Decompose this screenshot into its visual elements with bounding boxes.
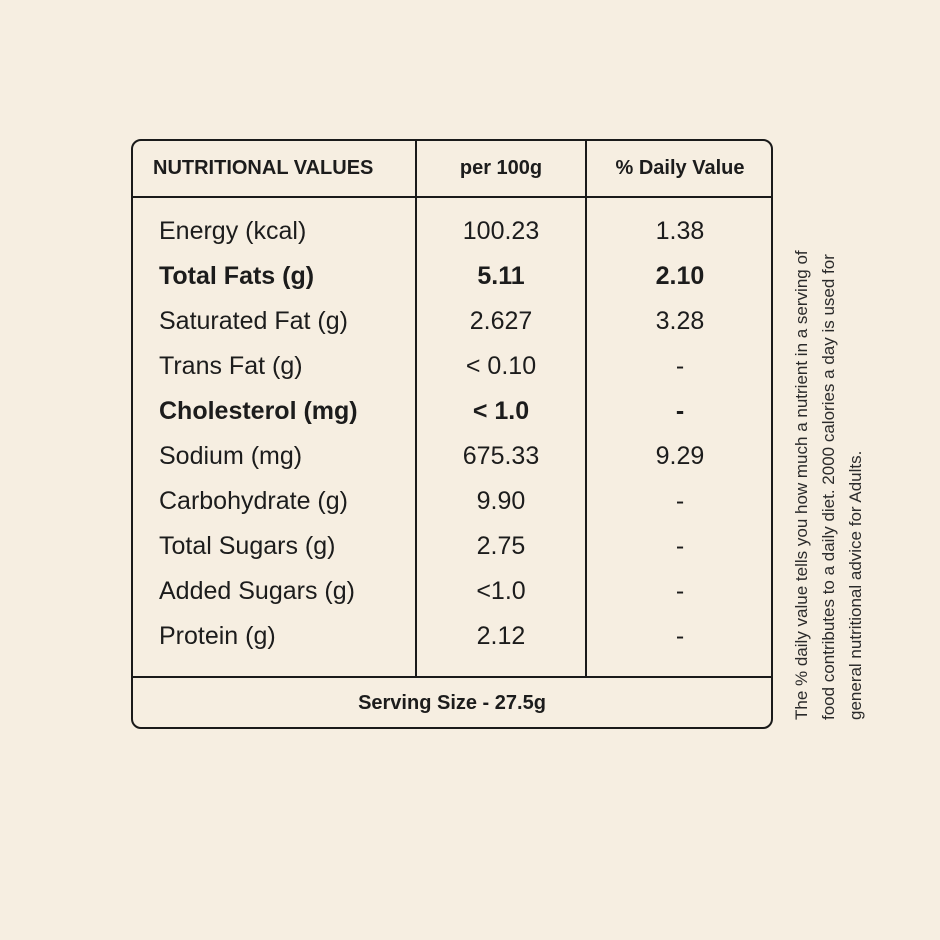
per-100g-value: 5.11: [477, 262, 525, 290]
footnote-line: general nutritional advice for Adults.: [846, 450, 865, 720]
column-divider: [415, 141, 417, 676]
table-row: Protein (g) 2.12 -: [133, 614, 771, 659]
daily-value: -: [675, 352, 685, 380]
per-100g-value: 2.75: [476, 532, 526, 560]
daily-value-footnote: The % daily value tells you how much a n…: [788, 180, 869, 720]
daily-value: 3.28: [655, 307, 705, 335]
nutrient-name: Saturated Fat (g): [159, 307, 348, 335]
nutrient-name: Sodium (mg): [159, 442, 303, 470]
nutrient-name: Energy (kcal): [159, 217, 307, 245]
footnote-line: food contributes to a daily diet. 2000 c…: [819, 254, 838, 720]
daily-value: -: [675, 397, 685, 425]
header-daily-value: % Daily Value: [615, 157, 745, 179]
daily-value: -: [675, 577, 685, 605]
daily-value: -: [675, 532, 685, 560]
table-body: Energy (kcal) 100.23 1.38 Total Fats (g)…: [133, 209, 771, 659]
daily-value: -: [675, 622, 685, 650]
nutrient-name: Protein (g): [159, 622, 276, 650]
per-100g-value: 100.23: [462, 217, 540, 245]
footnote-line: The % daily value tells you how much a n…: [792, 250, 811, 720]
nutrient-name: Total Fats (g): [159, 262, 315, 290]
header-divider: [133, 196, 771, 198]
nutrient-name: Total Sugars (g): [159, 532, 336, 560]
table-row: Saturated Fat (g) 2.627 3.28: [133, 299, 771, 344]
per-100g-value: <1.0: [476, 577, 526, 605]
daily-value: -: [675, 487, 685, 515]
table-row: Cholesterol (mg) < 1.0 -: [133, 389, 771, 434]
footer-divider: [133, 676, 771, 678]
nutrient-name: Trans Fat (g): [159, 352, 303, 380]
serving-size: Serving Size - 27.5g: [358, 692, 546, 714]
table-row: Sodium (mg) 675.33 9.29: [133, 434, 771, 479]
per-100g-value: 675.33: [462, 442, 540, 470]
daily-value: 2.10: [655, 262, 705, 290]
table-row: Energy (kcal) 100.23 1.38: [133, 209, 771, 254]
per-100g-value: 9.90: [476, 487, 526, 515]
table-row: Total Fats (g) 5.11 2.10: [133, 254, 771, 299]
table-row: Trans Fat (g) < 0.10 -: [133, 344, 771, 389]
nutrient-name: Added Sugars (g): [159, 577, 355, 605]
nutrient-name: Carbohydrate (g): [159, 487, 348, 515]
per-100g-value: < 1.0: [472, 397, 530, 425]
per-100g-value: 2.12: [476, 622, 526, 650]
per-100g-value: < 0.10: [465, 352, 537, 380]
header-nutrient: NUTRITIONAL VALUES: [153, 157, 374, 179]
nutrition-table: NUTRITIONAL VALUES per 100g % Daily Valu…: [131, 139, 773, 729]
daily-value: 9.29: [655, 442, 705, 470]
nutrient-name: Cholesterol (mg): [159, 397, 358, 425]
header-per-100g: per 100g: [459, 157, 543, 179]
daily-value: 1.38: [655, 217, 705, 245]
per-100g-value: 2.627: [469, 307, 533, 335]
table-row: Added Sugars (g) <1.0 -: [133, 569, 771, 614]
table-row: Carbohydrate (g) 9.90 -: [133, 479, 771, 524]
table-row: Total Sugars (g) 2.75 -: [133, 524, 771, 569]
column-divider: [585, 141, 587, 676]
